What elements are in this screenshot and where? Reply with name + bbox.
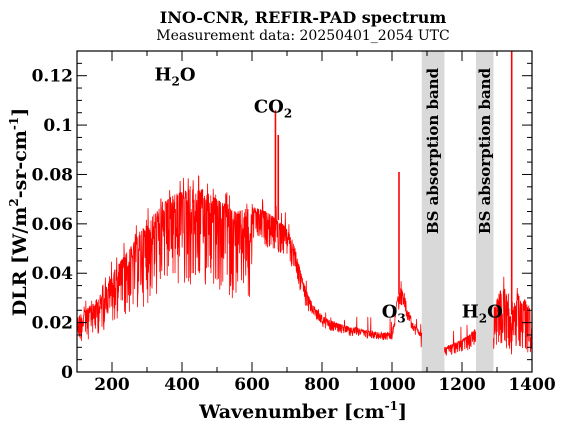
spectrum-line-segment-1 [76, 175, 423, 348]
annotation-label-1: H2O [154, 65, 195, 89]
y-axis-label-sup1: 2 [7, 198, 21, 206]
y-tick-label: 0.1 [43, 116, 73, 136]
x-tick-label: 800 [304, 375, 340, 395]
y-axis-label-c: ] [9, 108, 31, 117]
y-tick-label: 0.06 [32, 215, 73, 235]
x-tick-label: 400 [164, 375, 200, 395]
x-axis-label-main: Wavenumber [cm [198, 401, 385, 423]
y-axis-label-b: -sr-cm [9, 130, 31, 198]
y-axis-label: DLR [W/m2-sr-cm-1] [7, 108, 31, 316]
x-ticks-layer: 200 400 600 800 1000 1200 1400 [76, 51, 556, 395]
y-tick-label: 0 [61, 363, 73, 383]
absorption-band-1 [421, 51, 445, 372]
annotation-label-3: O3 [382, 302, 406, 326]
y-tick-label: 0.08 [32, 165, 73, 185]
absorption-band-2 [476, 51, 494, 372]
y-tick-label: 0.12 [32, 67, 73, 87]
x-tick-label: 200 [94, 375, 130, 395]
x-tick-label: 1200 [438, 375, 485, 395]
annotation-label-2: CO2 [254, 97, 292, 121]
y-tick-label: 0.04 [32, 264, 74, 284]
x-axis-label-tail: ] [398, 401, 407, 423]
absorption-band-label-1: BS absorption band [424, 67, 442, 234]
chart-title: INO-CNR, REFIR-PAD spectrum [160, 8, 447, 27]
spectrum-line-segment-2 [444, 324, 477, 356]
y-ticks-layer: 0 0.02 0.04 0.06 0.08 0.1 0.12 [32, 50, 532, 383]
x-axis-label: Wavenumber [cm-1] [198, 399, 407, 423]
x-tick-label: 1400 [508, 375, 555, 395]
y-axis-label-sup2: -1 [7, 117, 21, 130]
absorption-band-label-2: BS absorption band [476, 67, 494, 234]
x-tick-label: 1000 [368, 375, 415, 395]
annotation-label-4: H2O [462, 302, 503, 326]
annotation-layer: H2O CO2 O3 H2O [154, 65, 502, 326]
chart-subtitle: Measurement data: 20250401_2054 UTC [156, 28, 449, 44]
y-axis-label-a: DLR [W/m [9, 207, 31, 317]
spectrum-line-layer [76, 51, 533, 356]
y-tick-label: 0.02 [32, 314, 73, 334]
plot-frame [76, 50, 533, 373]
spectrum-line-segment-3 [493, 276, 533, 355]
x-axis-label-sup: -1 [385, 399, 398, 413]
x-tick-label: 600 [234, 375, 270, 395]
bands-layer: BS absorption band BS absorption band [421, 51, 494, 372]
